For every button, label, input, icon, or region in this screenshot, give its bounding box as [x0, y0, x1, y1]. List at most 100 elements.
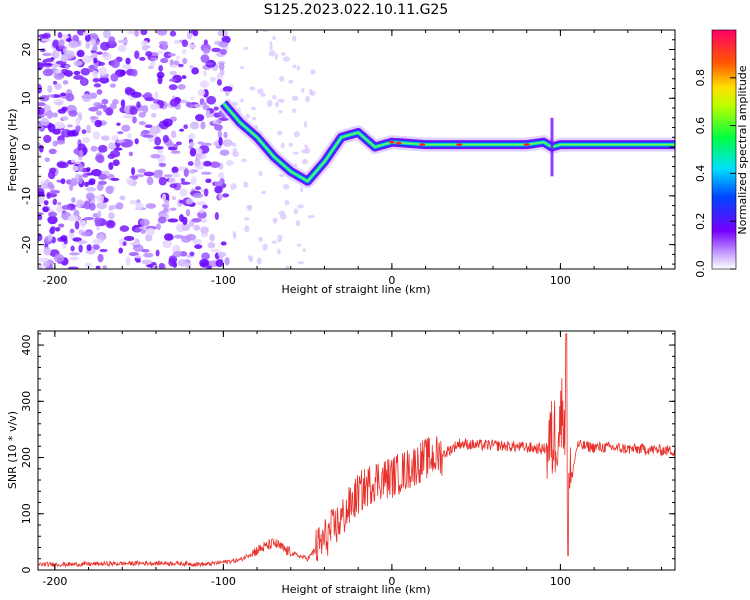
- noise-blob: [61, 106, 68, 112]
- noise-blob: [141, 94, 151, 98]
- noise-blob: [102, 265, 108, 269]
- noise-blob: [169, 59, 174, 67]
- noise-blob: [126, 133, 132, 139]
- y-tick-label: 100: [20, 503, 33, 524]
- noise-blob: [117, 44, 127, 53]
- noise-blob: [38, 195, 45, 204]
- snr-series-line: [38, 333, 675, 568]
- noise-blob: [90, 145, 98, 152]
- noise-blob: [125, 256, 131, 266]
- noise-blob: [163, 174, 173, 178]
- noise-blob: [157, 148, 164, 154]
- noise-blob: [92, 238, 103, 245]
- x-tick-label: 100: [550, 274, 571, 287]
- noise-blob: [190, 30, 196, 34]
- colorbar-tick-label: 0.8: [694, 69, 707, 87]
- noise-blob: [309, 90, 316, 96]
- noise-blob: [132, 116, 137, 124]
- noise-blob: [53, 253, 65, 263]
- noise-blob: [43, 200, 49, 206]
- x-tick-label: -100: [211, 575, 236, 588]
- noise-blob: [74, 220, 80, 230]
- noise-blob: [66, 179, 72, 185]
- noise-blob: [105, 106, 114, 116]
- noise-blob: [65, 93, 75, 102]
- noise-blob: [278, 210, 286, 216]
- noise-blob: [47, 181, 54, 189]
- noise-blob: [58, 39, 65, 48]
- noise-blob: [70, 245, 75, 252]
- ridge-peak-spot: [456, 143, 463, 147]
- noise-blob: [109, 83, 116, 88]
- noise-blob: [205, 62, 214, 66]
- noise-blob: [47, 211, 58, 218]
- noise-blob: [296, 65, 300, 71]
- noise-blob: [75, 125, 81, 133]
- noise-blob: [178, 200, 184, 204]
- noise-blob: [108, 36, 116, 45]
- noise-blob: [162, 207, 169, 213]
- noise-blob: [135, 259, 141, 263]
- noise-blob: [96, 110, 102, 116]
- noise-blob: [197, 89, 206, 97]
- spectrogram-y-axis-label: Frequency (Hz): [6, 109, 19, 192]
- noise-blob: [83, 200, 92, 210]
- noise-blob: [38, 102, 46, 107]
- noise-blob: [38, 257, 49, 263]
- noise-blob: [169, 207, 177, 211]
- noise-blob: [58, 223, 65, 228]
- noise-blob: [71, 197, 76, 203]
- noise-blob: [157, 75, 163, 85]
- noise-blob: [173, 60, 180, 66]
- noise-blob: [158, 176, 167, 186]
- noise-blob: [302, 248, 307, 252]
- noise-blob: [42, 59, 47, 67]
- noise-blob: [107, 212, 115, 220]
- noise-blob: [56, 204, 64, 213]
- noise-blob: [219, 149, 230, 156]
- noise-blob: [60, 234, 68, 242]
- noise-blob: [89, 116, 99, 120]
- noise-blob: [96, 202, 108, 210]
- noise-blob: [79, 219, 87, 225]
- noise-blob: [222, 193, 230, 198]
- noise-blob: [173, 39, 180, 45]
- noise-blob: [121, 141, 132, 148]
- noise-blob: [169, 183, 178, 189]
- noise-blob: [92, 131, 100, 140]
- noise-blob: [130, 91, 142, 98]
- noise-blob: [98, 180, 107, 186]
- snr-panel: -200 -100 0 100 0 100 200 300 400 Height of stra…: [6, 330, 676, 596]
- x-tick-label: 100: [550, 575, 571, 588]
- noise-blob: [191, 217, 202, 223]
- noise-blob: [122, 241, 127, 246]
- noise-blob: [194, 186, 202, 191]
- noise-blob: [149, 125, 161, 135]
- noise-blob: [97, 253, 104, 263]
- noise-blob: [185, 101, 192, 108]
- noise-blob: [277, 248, 281, 255]
- noise-blob: [107, 220, 114, 227]
- noise-blob: [191, 67, 199, 75]
- spectrogram-frame: [37, 29, 676, 270]
- noise-blob: [199, 80, 210, 89]
- colorbar-ticks: 0.0 0.2 0.4 0.6 0.8: [694, 69, 736, 278]
- ridge-peak: [222, 102, 675, 182]
- noise-blob: [200, 142, 212, 146]
- noise-blob: [50, 226, 56, 230]
- noise-blob: [76, 161, 81, 165]
- noise-blob: [257, 88, 264, 95]
- noise-blob: [187, 161, 194, 166]
- noise-blob: [156, 223, 161, 230]
- noise-blob: [155, 249, 160, 257]
- noise-blob: [202, 204, 208, 209]
- y-tick-label: 300: [20, 391, 33, 412]
- noise-blob: [87, 180, 96, 186]
- noise-blob: [42, 261, 51, 268]
- noise-blob: [143, 252, 154, 258]
- noise-blob: [60, 53, 68, 63]
- noise-blob: [80, 68, 91, 76]
- noise-blob: [39, 144, 44, 153]
- noise-blob: [181, 223, 191, 232]
